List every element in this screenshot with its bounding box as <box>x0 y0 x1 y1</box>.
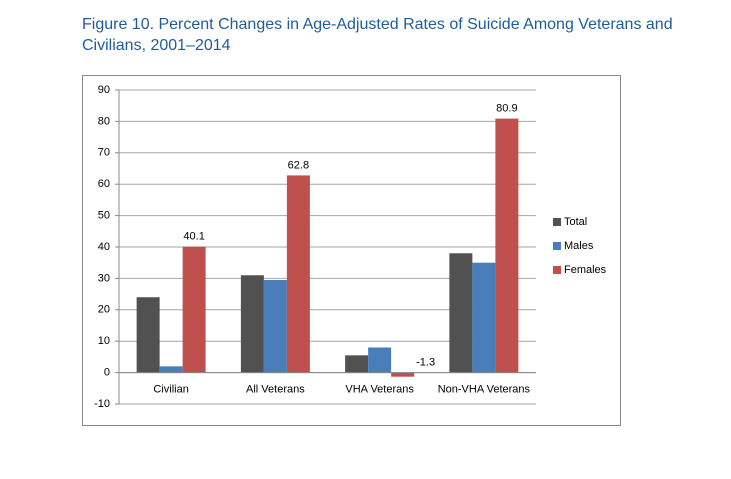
y-tick-label: 10 <box>98 335 110 347</box>
y-tick-label: 0 <box>104 367 110 379</box>
bar <box>240 275 264 373</box>
y-tick-label: 30 <box>98 272 110 284</box>
x-tick-label: VHA Veterans <box>345 384 414 396</box>
y-tick-label: -10 <box>94 398 110 410</box>
bar <box>286 175 310 373</box>
legend-label: Total <box>564 216 587 228</box>
x-tick-label: All Veterans <box>246 384 305 396</box>
bar <box>182 246 206 373</box>
bar <box>495 118 519 373</box>
bar <box>449 253 473 373</box>
bar <box>159 366 183 373</box>
y-tick-label: 40 <box>98 241 110 253</box>
bar <box>263 279 287 373</box>
x-tick-label: Non-VHA Veterans <box>438 384 531 396</box>
legend-swatch <box>553 218 561 226</box>
y-tick-label: 80 <box>98 115 110 127</box>
data-label: 40.1 <box>183 231 204 243</box>
bar <box>345 355 369 373</box>
legend-swatch <box>553 266 561 274</box>
legend-label: Females <box>564 264 607 276</box>
chart-title: Figure 10. Percent Changes in Age-Adjust… <box>82 16 673 54</box>
bar <box>472 262 496 373</box>
y-tick-label: 70 <box>98 147 110 159</box>
data-label: 62.8 <box>288 159 309 171</box>
bar <box>368 347 392 373</box>
y-tick-label: 20 <box>98 304 110 316</box>
bar <box>136 297 160 373</box>
y-tick-label: 90 <box>98 84 110 96</box>
bar <box>391 372 415 377</box>
data-label: 80.9 <box>496 102 517 114</box>
legend-swatch <box>553 242 561 250</box>
data-label: -1.3 <box>416 357 435 369</box>
y-tick-label: 50 <box>98 210 110 222</box>
legend-label: Males <box>564 240 594 252</box>
y-tick-label: 60 <box>98 178 110 190</box>
x-tick-label: Civilian <box>153 384 188 396</box>
chart-frame <box>82 75 621 426</box>
